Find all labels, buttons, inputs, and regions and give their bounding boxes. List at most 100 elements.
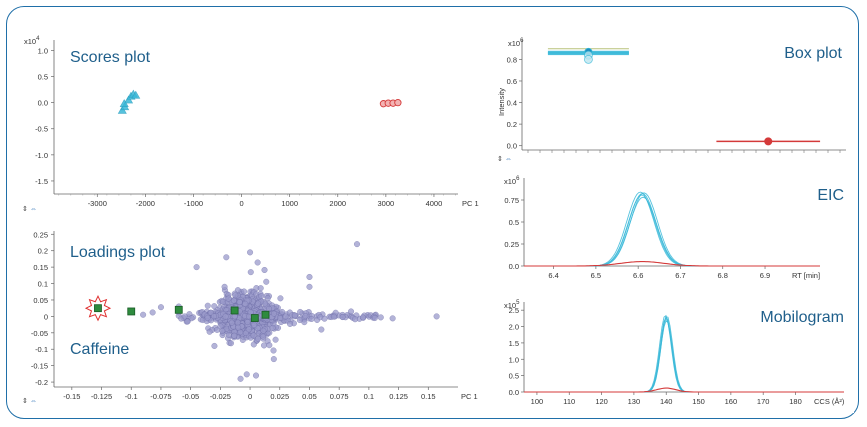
y-tick-label: -1.0	[35, 151, 48, 160]
x-tick-label: 2000	[329, 199, 346, 208]
loading-point	[352, 316, 359, 323]
loading-point	[157, 304, 164, 311]
loading-point	[377, 314, 384, 321]
loading-point	[353, 241, 361, 248]
cyan-trace	[524, 317, 844, 393]
x-tick-label: -0.05	[182, 392, 199, 401]
selected-feature-point	[94, 304, 102, 313]
loading-point	[206, 328, 213, 335]
scores-pan-icon: ⇕	[22, 205, 28, 213]
y-tick-label: 0.5	[509, 372, 519, 381]
selected-feature-point	[230, 306, 239, 315]
loading-point	[276, 315, 284, 322]
y-tick-label: -0.1	[35, 345, 48, 354]
scores-chart: 1.0 0.5 0.0 -0.5 -1.0 -1.5 -3000 -2000 -1000 0 100…	[22, 36, 479, 213]
loading-point	[245, 326, 252, 333]
loading-point	[240, 288, 248, 295]
y-tick-label: 0.05	[33, 296, 48, 305]
loading-point	[255, 300, 262, 307]
loading-point	[266, 342, 273, 349]
x-unit-label: RT [min]	[792, 271, 820, 280]
x-tick-label: -2000	[136, 199, 155, 208]
loading-point	[330, 313, 338, 320]
x-unit-label: PC 1	[461, 392, 478, 401]
x-tick-label: 180	[789, 397, 802, 406]
loading-point	[204, 302, 211, 309]
loadings-panel: 0.25 0.2 0.15 0.1 0.05 0 -0.05 -0.1 -0.15 -0.2 -0.…	[18, 225, 482, 410]
x-tick-label: 130	[628, 397, 641, 406]
loading-point	[270, 347, 277, 354]
loading-point	[321, 315, 328, 322]
y-tick-label: 0.8	[507, 55, 517, 64]
loading-point	[258, 292, 265, 300]
selected-feature-point	[261, 310, 270, 319]
loading-point	[279, 308, 286, 316]
mobilogram-title: Mobilogram	[760, 309, 844, 326]
loadings-title: Loadings plot	[70, 244, 166, 261]
loading-point	[269, 324, 276, 331]
y-tick-label: 1.0	[38, 46, 48, 55]
loading-point	[149, 309, 156, 316]
x-tick-label: 3000	[378, 199, 395, 208]
x-tick-label: 160	[725, 397, 738, 406]
loading-point	[306, 273, 313, 281]
eic-chart: 0.75 0.5 0.25 0.0 6.4 6.5 6.6 6.7 6.8 6.9 RT [min]…	[504, 176, 844, 280]
x-tick-label: 6.4	[548, 271, 558, 280]
y-tick-label: 0.1	[38, 280, 48, 289]
loading-point	[244, 318, 251, 326]
scores-title: Scores plot	[70, 49, 151, 66]
y-multiplier: x104	[24, 36, 40, 46]
loading-point	[302, 313, 309, 320]
boxplot-pan-icon: ⇕	[497, 155, 503, 163]
cyan-trace	[524, 191, 820, 267]
y-tick-label: 1.5	[509, 339, 519, 348]
y-tick-label: 0	[44, 312, 48, 321]
loading-point	[232, 292, 239, 299]
loading-point	[235, 324, 242, 331]
loading-point	[433, 313, 440, 320]
x-tick-label: 100	[531, 397, 544, 406]
x-tick-label: 0	[239, 199, 243, 208]
x-tick-label: 6.6	[633, 271, 643, 280]
loadings-pan-icon: ⇕	[22, 397, 28, 405]
boxplot-panel: 0.8 0.6 0.4 0.2 0.0 x106 Intensity Box plot ⇕ ⇔	[494, 32, 854, 166]
y-tick-label: 0.25	[504, 240, 519, 249]
x-tick-label: 0.1	[364, 392, 374, 401]
x-tick-label: 1000	[281, 199, 298, 208]
loading-point	[371, 314, 378, 322]
selected-feature-point	[174, 305, 183, 314]
loading-point	[257, 285, 264, 292]
y-tick-label: -0.5	[35, 125, 48, 134]
x-tick-label: 120	[595, 397, 608, 406]
y-tick-label: 0.25	[33, 230, 48, 239]
x-tick-label: 150	[692, 397, 705, 406]
x-tick-label: 0.025	[270, 392, 289, 401]
x-tick-label: -0.025	[210, 392, 231, 401]
x-tick-label: -0.15	[63, 392, 80, 401]
cyan-trace	[524, 196, 820, 267]
loading-point	[260, 327, 267, 334]
loading-point	[181, 313, 188, 320]
y-tick-label: 0.15	[33, 263, 48, 272]
y-tick-label: 0.5	[38, 73, 48, 82]
selected-feature-point	[127, 307, 136, 316]
loading-point	[230, 297, 237, 304]
loading-point	[254, 259, 261, 266]
selected-feature-point	[250, 314, 259, 322]
loading-point	[277, 295, 284, 302]
x-tick-label: -0.125	[91, 392, 112, 401]
loading-point	[339, 314, 346, 321]
loading-point	[225, 295, 232, 302]
loading-point	[272, 336, 279, 343]
loading-point	[211, 342, 218, 349]
loading-point	[261, 266, 268, 274]
loading-point	[308, 315, 315, 323]
y-tick-label: 2.0	[509, 323, 519, 332]
scores-zoom-icon: ⇔	[30, 206, 37, 213]
loading-point	[389, 315, 396, 322]
y-tick-label: 0.0	[507, 142, 517, 151]
loading-point	[250, 332, 257, 339]
loadings-chart: 0.25 0.2 0.15 0.1 0.05 0 -0.05 -0.1 -0.15 -0.2 -0.…	[22, 230, 478, 405]
loading-point	[140, 311, 147, 318]
mobilogram-panel: 2.5 2.0 1.5 1.0 0.5 0.0 100 110 120 130 140 150 160 1…	[494, 294, 854, 413]
